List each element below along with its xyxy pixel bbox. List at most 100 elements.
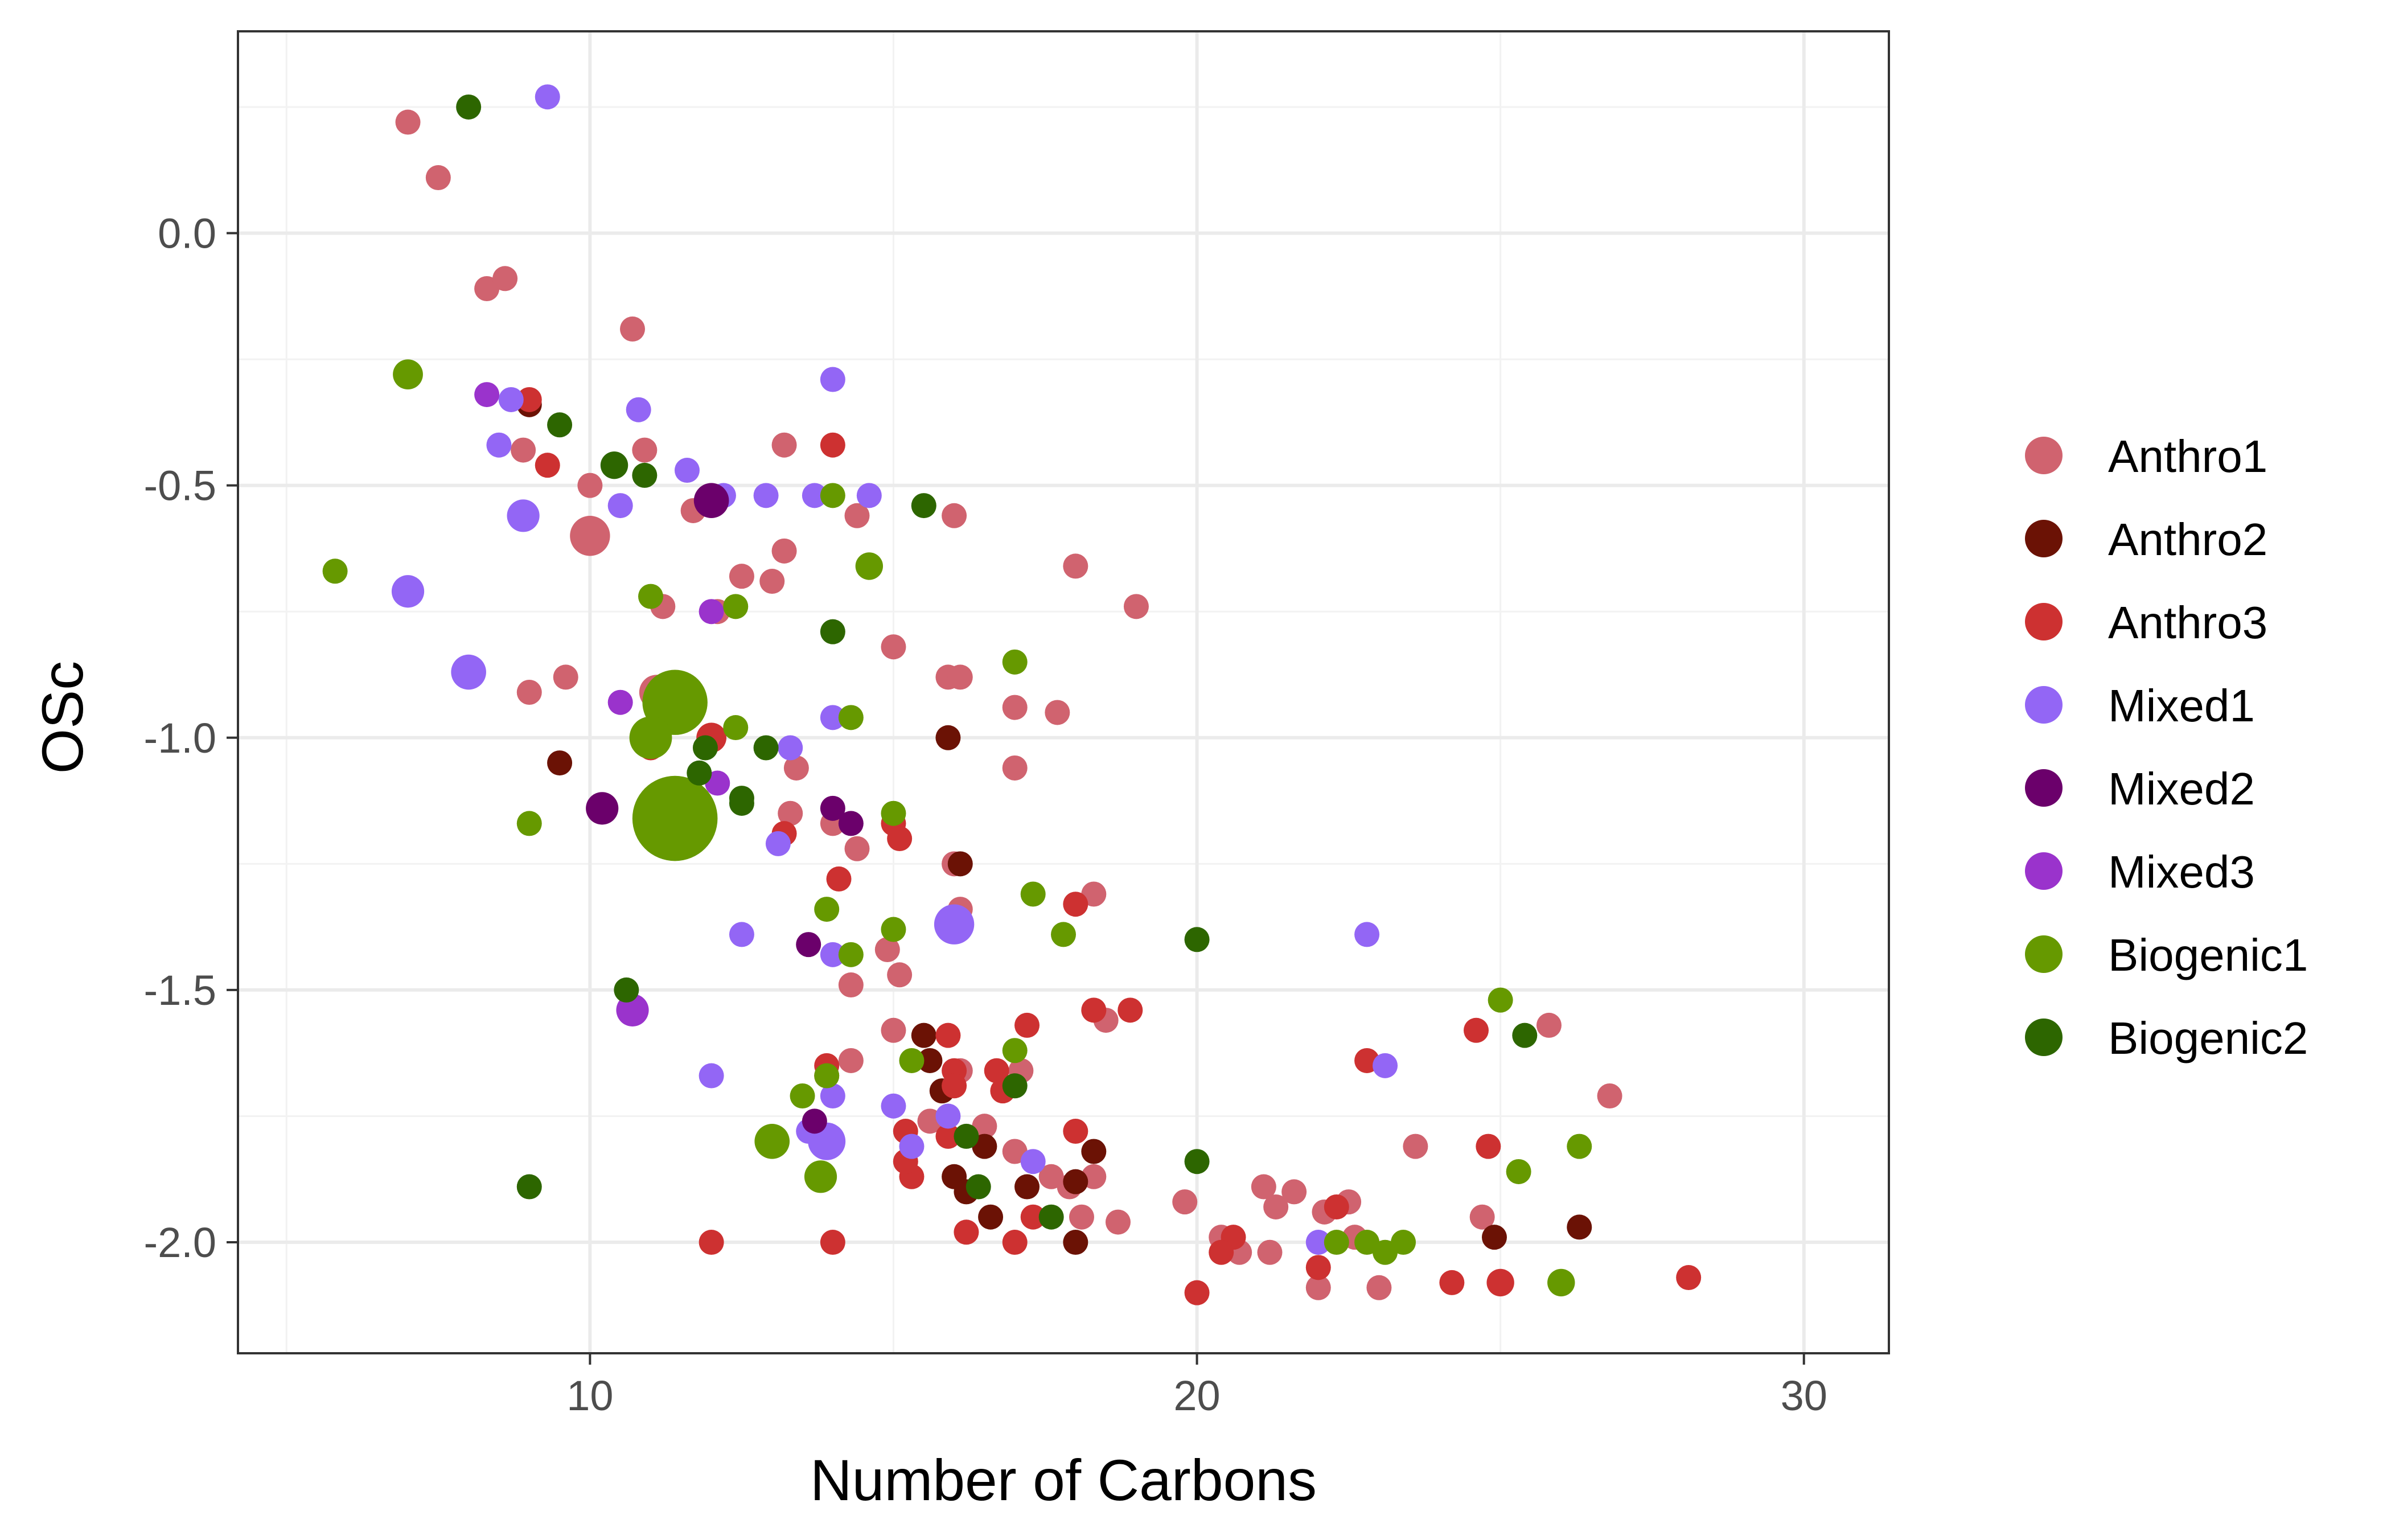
data-point bbox=[586, 792, 619, 825]
legend-key bbox=[2025, 1019, 2063, 1056]
data-point bbox=[911, 1022, 936, 1048]
data-point bbox=[1366, 1275, 1392, 1300]
legend-key bbox=[2025, 520, 2063, 557]
data-point bbox=[881, 1093, 906, 1119]
data-point bbox=[1324, 1194, 1349, 1219]
data-point bbox=[814, 1063, 840, 1089]
data-point bbox=[887, 962, 913, 988]
data-point bbox=[796, 932, 821, 958]
x-axis-title: Number of Carbons bbox=[810, 1448, 1317, 1513]
data-point bbox=[729, 790, 754, 816]
data-point bbox=[1002, 649, 1028, 675]
data-point bbox=[855, 552, 884, 580]
data-point bbox=[826, 866, 852, 892]
y-tick-label: -0.5 bbox=[143, 462, 216, 510]
data-point bbox=[626, 397, 651, 422]
data-point bbox=[1063, 892, 1088, 917]
data-point bbox=[899, 1048, 925, 1073]
data-point bbox=[1118, 997, 1143, 1023]
data-point bbox=[1567, 1134, 1592, 1159]
data-point bbox=[783, 755, 809, 781]
data-point bbox=[820, 432, 845, 458]
data-point bbox=[1324, 1230, 1349, 1255]
data-point bbox=[322, 558, 348, 584]
data-point bbox=[1002, 1038, 1028, 1063]
data-point bbox=[954, 1123, 979, 1149]
legend-key bbox=[2025, 603, 2063, 640]
data-point bbox=[570, 516, 610, 556]
data-point bbox=[881, 634, 906, 660]
y-tick-label: -1.5 bbox=[143, 967, 216, 1014]
data-point bbox=[395, 109, 421, 135]
legend-item-Mixed1: Mixed1 bbox=[2025, 680, 2255, 731]
data-point bbox=[1536, 1012, 1562, 1038]
x-axis-ticks: 10 20 30 bbox=[566, 1353, 1827, 1419]
legend-label: Mixed1 bbox=[2108, 680, 2255, 731]
data-point bbox=[391, 575, 425, 608]
data-point bbox=[778, 735, 803, 761]
data-point bbox=[771, 538, 797, 564]
data-point bbox=[699, 1063, 724, 1089]
data-point bbox=[1002, 755, 1028, 781]
data-point bbox=[699, 1230, 724, 1255]
data-point bbox=[820, 483, 845, 508]
data-point bbox=[535, 84, 560, 110]
data-point bbox=[674, 458, 700, 483]
data-point bbox=[553, 664, 578, 690]
data-point bbox=[1391, 1230, 1416, 1255]
x-tick-label: 10 bbox=[566, 1372, 613, 1419]
data-point bbox=[1512, 1022, 1538, 1048]
y-tick-label: -1.0 bbox=[143, 714, 216, 762]
data-point bbox=[1063, 1230, 1088, 1255]
data-point bbox=[838, 942, 864, 967]
legend-item-Biogenic2: Biogenic2 bbox=[2025, 1013, 2308, 1063]
data-point bbox=[1063, 1119, 1088, 1144]
data-point bbox=[1403, 1134, 1428, 1159]
data-point bbox=[881, 800, 906, 826]
data-point bbox=[1263, 1194, 1289, 1219]
data-point bbox=[771, 432, 797, 458]
data-point bbox=[778, 800, 803, 826]
data-point bbox=[838, 972, 864, 998]
data-point bbox=[1045, 700, 1070, 725]
data-point bbox=[984, 1058, 1009, 1083]
data-point bbox=[820, 367, 845, 392]
data-point bbox=[577, 473, 603, 498]
legend-key bbox=[2025, 437, 2063, 474]
legend-label: Anthro1 bbox=[2108, 431, 2267, 482]
data-point bbox=[1251, 1174, 1276, 1200]
data-point bbox=[1081, 881, 1107, 907]
data-point bbox=[804, 1160, 837, 1193]
legend-item-Anthro2: Anthro2 bbox=[2025, 514, 2267, 565]
data-point bbox=[729, 564, 754, 589]
data-point bbox=[1305, 1255, 1331, 1280]
data-point bbox=[729, 922, 754, 947]
data-point bbox=[1488, 987, 1513, 1013]
data-point bbox=[705, 770, 730, 796]
data-point bbox=[1014, 1012, 1040, 1038]
data-point bbox=[1439, 1270, 1465, 1295]
data-point bbox=[474, 276, 500, 301]
data-point bbox=[1373, 1053, 1398, 1078]
data-point bbox=[474, 382, 500, 408]
data-point bbox=[1184, 927, 1210, 952]
series-Biogenic2 bbox=[456, 94, 1538, 1230]
legend-label: Anthro3 bbox=[2108, 597, 2267, 648]
series-Mixed2 bbox=[586, 483, 864, 1134]
data-point bbox=[911, 493, 936, 519]
data-point bbox=[699, 599, 724, 625]
data-point bbox=[393, 359, 423, 390]
y-axis-ticks: 0.0 -0.5 -1.0 -1.5 -2.0 bbox=[143, 210, 238, 1266]
data-point bbox=[1063, 1169, 1088, 1194]
data-point bbox=[935, 1022, 961, 1048]
data-point bbox=[632, 437, 658, 463]
data-point bbox=[874, 937, 900, 962]
data-point bbox=[1038, 1204, 1064, 1230]
data-point bbox=[1354, 922, 1380, 947]
data-point bbox=[814, 897, 840, 922]
data-point bbox=[1486, 1268, 1514, 1297]
data-point bbox=[887, 826, 913, 852]
data-point bbox=[765, 831, 791, 856]
data-point bbox=[687, 760, 712, 786]
data-point bbox=[547, 412, 573, 438]
